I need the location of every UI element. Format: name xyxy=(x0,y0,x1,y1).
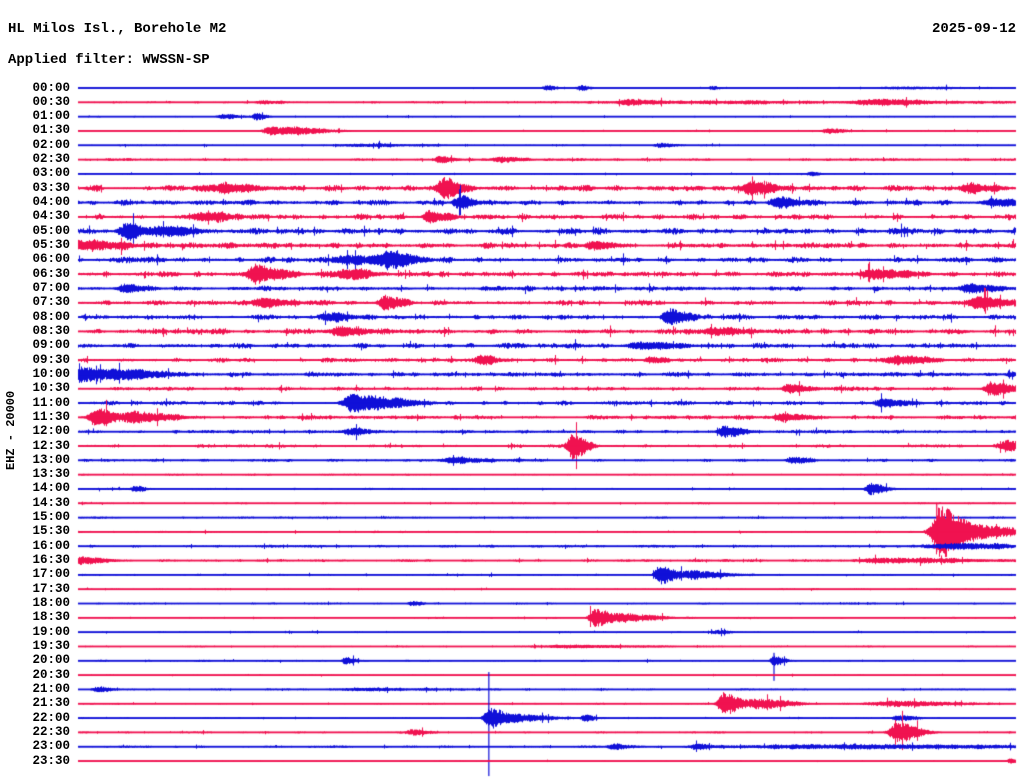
row-time-label: 17:30 xyxy=(32,581,70,596)
row-time-label: 05:00 xyxy=(32,223,70,238)
row-time-label: 06:30 xyxy=(32,266,70,281)
row-time-label: 21:30 xyxy=(32,696,70,711)
row-time-label: 09:30 xyxy=(32,352,70,367)
row-time-label: 10:00 xyxy=(32,366,70,381)
row-time-label: 14:00 xyxy=(32,481,70,496)
row-time-label: 19:00 xyxy=(32,624,70,639)
row-time-label: 04:30 xyxy=(32,209,70,224)
record-date: 2025-09-12 xyxy=(931,21,1016,37)
row-time-label: 20:30 xyxy=(32,667,70,682)
row-time-label: 03:30 xyxy=(32,180,70,195)
row-time-label: 01:30 xyxy=(32,123,70,138)
row-time-label: 22:30 xyxy=(32,724,70,739)
row-time-label: 18:00 xyxy=(32,596,70,611)
row-time-label: 23:00 xyxy=(32,739,70,754)
row-time-label: 15:30 xyxy=(32,524,70,539)
row-time-label: 02:30 xyxy=(32,152,70,167)
station-title: HL Milos Isl., Borehole M2 xyxy=(8,21,227,37)
row-time-label: 07:30 xyxy=(32,295,70,310)
row-time-label: 20:00 xyxy=(32,653,70,668)
row-time-label: 02:00 xyxy=(32,137,70,152)
row-time-label: 22:00 xyxy=(32,710,70,725)
row-time-label: 16:30 xyxy=(32,553,70,568)
row-time-label: 18:30 xyxy=(32,610,70,625)
row-time-label: 11:00 xyxy=(32,395,70,410)
row-time-label: 04:00 xyxy=(32,195,70,210)
row-time-label: 00:30 xyxy=(32,94,70,109)
row-time-label: 19:30 xyxy=(32,638,70,653)
row-time-label: 21:00 xyxy=(32,681,70,696)
row-time-label: 14:30 xyxy=(32,495,70,510)
row-time-label: 10:30 xyxy=(32,381,70,396)
row-time-label: 09:00 xyxy=(32,338,70,353)
row-time-label: 11:30 xyxy=(32,409,70,424)
row-time-label: 12:00 xyxy=(32,424,70,439)
row-time-label: 12:30 xyxy=(32,438,70,453)
row-time-label: 13:30 xyxy=(32,467,70,482)
row-time-label: 08:00 xyxy=(32,309,70,324)
row-time-label: 01:00 xyxy=(32,109,70,124)
row-time-label: 16:00 xyxy=(32,538,70,553)
row-time-label: 23:30 xyxy=(32,753,70,768)
row-time-label: 03:00 xyxy=(32,166,70,181)
row-time-label: 17:00 xyxy=(32,567,70,582)
filter-label: Applied filter: WWSSN-SP xyxy=(8,52,210,68)
row-time-label: 08:30 xyxy=(32,323,70,338)
row-time-label: 13:00 xyxy=(32,452,70,467)
row-time-label: 07:00 xyxy=(32,280,70,295)
row-time-label: 00:00 xyxy=(32,80,70,95)
row-time-label: 06:00 xyxy=(32,252,70,267)
row-time-label: 05:30 xyxy=(32,238,70,253)
row-time-label: 15:00 xyxy=(32,510,70,525)
